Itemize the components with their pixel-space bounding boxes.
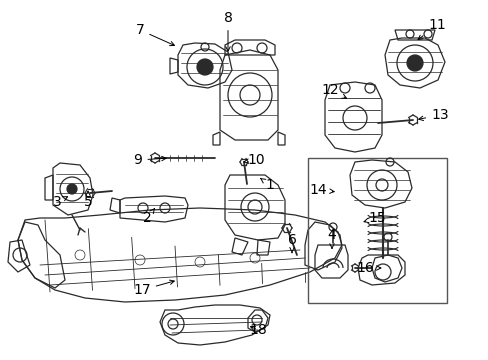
- Text: 1: 1: [260, 178, 274, 192]
- Text: 11: 11: [417, 18, 445, 40]
- Text: 15: 15: [363, 211, 385, 225]
- Text: 14: 14: [308, 183, 333, 197]
- Text: 6: 6: [287, 233, 296, 253]
- Text: 17: 17: [133, 280, 174, 297]
- Text: 4: 4: [327, 228, 336, 248]
- Text: 5: 5: [83, 191, 92, 209]
- Text: 18: 18: [248, 323, 266, 337]
- Text: 16: 16: [355, 261, 380, 275]
- Circle shape: [67, 184, 77, 194]
- Text: 12: 12: [321, 83, 346, 98]
- Text: 2: 2: [142, 209, 154, 225]
- Text: 8: 8: [223, 11, 232, 51]
- Text: 10: 10: [244, 153, 264, 167]
- Text: 9: 9: [133, 153, 166, 167]
- Text: 3: 3: [53, 195, 67, 209]
- Bar: [307, 158, 446, 303]
- Circle shape: [406, 55, 422, 71]
- Circle shape: [197, 59, 213, 75]
- Text: 13: 13: [418, 108, 448, 122]
- Text: 7: 7: [135, 23, 174, 46]
